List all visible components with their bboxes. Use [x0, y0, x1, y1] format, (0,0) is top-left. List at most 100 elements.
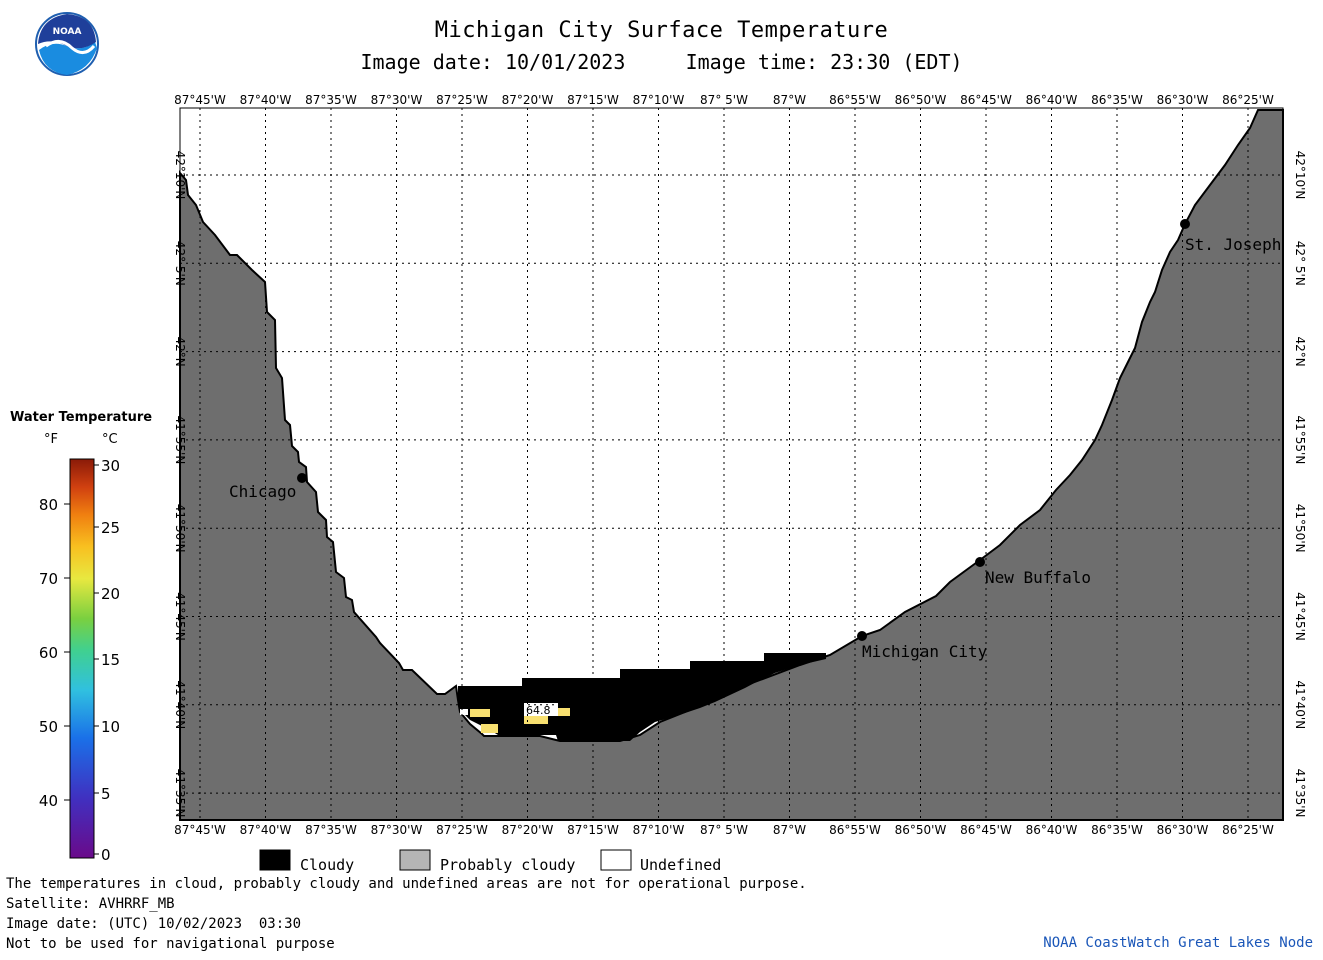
noaa-logo-icon: NOAA	[35, 12, 99, 76]
lon-tick-label: 86°45'W	[960, 823, 1012, 837]
lon-tick-label: 87°25'W	[436, 823, 488, 837]
lon-tick-label: 86°45'W	[960, 93, 1012, 107]
temp-pixel	[470, 709, 490, 717]
temperature-legend: Water Temperature °F °C 80 70 60 50 40 30 25 2…	[10, 410, 152, 864]
probably-cloudy-swatch	[399, 849, 431, 871]
lon-tick-label: 87°40'W	[240, 93, 292, 107]
probably-cloudy-label: Probably cloudy	[440, 856, 575, 874]
lat-tick-label: 42°N	[1293, 336, 1307, 366]
lon-tick-label: 87° 5'W	[700, 823, 748, 837]
logo-text: NOAA	[53, 27, 82, 37]
temp-pixel	[524, 716, 548, 724]
map-border	[179, 107, 1284, 821]
lon-tick-label: 87°10'W	[633, 93, 685, 107]
legend-c-tick: 0	[101, 846, 111, 864]
legend-f-tick: 50	[39, 718, 58, 736]
temp-label-bg	[524, 703, 558, 716]
cloudy-swatch	[259, 849, 291, 871]
temp-pixel	[556, 708, 570, 716]
lat-tick-label: 42° 5'N	[173, 241, 187, 286]
lon-labels-bottom: 87°45'W 87°40'W 87°35'W 87°30'W 87°25'W 87°20…	[174, 823, 1274, 837]
temp-reading: 64.8	[526, 704, 551, 717]
lat-tick-label: 42° 5'N	[1293, 241, 1307, 286]
lon-tick-label: 86°35'W	[1091, 823, 1143, 837]
temp-pixel	[481, 724, 498, 733]
lon-labels-top: 87°45'W 87°40'W 87°35'W 87°30'W 87°25'W 87°20…	[174, 93, 1274, 107]
lat-tick-label: 41°45'N	[1293, 592, 1307, 641]
lon-tick-label: 86°50'W	[895, 823, 947, 837]
city-chicago: Chicago	[229, 473, 307, 501]
legend-c-tick: 25	[101, 519, 120, 537]
lat-tick-label: 41°45'N	[173, 592, 187, 641]
lat-tick-label: 41°50'N	[1293, 504, 1307, 553]
city-st-joseph: St. Joseph	[1180, 219, 1281, 254]
lon-tick-label: 87°10'W	[633, 823, 685, 837]
grid-lines	[180, 108, 1283, 820]
lon-tick-label: 86°50'W	[895, 93, 947, 107]
lat-tick-label: 41°50'N	[173, 504, 187, 553]
page-title: Michigan City Surface Temperature	[434, 18, 889, 43]
footer-satellite: Satellite: AVHRRF_MB	[6, 896, 175, 912]
cloud-key: Cloudy Probably cloudy Undefined	[259, 849, 721, 874]
legend-title: Water Temperature	[10, 410, 152, 425]
lon-tick-label: 87°35'W	[305, 823, 357, 837]
unit-celsius: °C	[102, 432, 118, 447]
lon-tick-label: 86°30'W	[1157, 93, 1209, 107]
legend-f-tick: 80	[39, 496, 58, 514]
legend-c-tick: 15	[101, 651, 120, 669]
lon-tick-label: 87° 5'W	[700, 93, 748, 107]
lon-tick-label: 86°55'W	[829, 823, 881, 837]
lon-tick-label: 87°30'W	[371, 823, 423, 837]
credit-link[interactable]: NOAA CoastWatch Great Lakes Node	[1043, 935, 1313, 951]
lon-tick-label: 86°40'W	[1026, 823, 1078, 837]
legend-c-tick: 20	[101, 585, 120, 603]
lat-labels-left: 42°10'N 42° 5'N 42°N 41°55'N 41°50'N 41°45'N 4…	[173, 151, 187, 818]
legend-f-tick: 60	[39, 644, 58, 662]
lon-tick-label: 87°30'W	[371, 93, 423, 107]
lon-tick-label: 87°15'W	[567, 93, 619, 107]
lat-tick-label: 42°10'N	[1293, 151, 1307, 200]
lat-tick-label: 41°35'N	[173, 769, 187, 818]
lon-tick-label: 87°40'W	[240, 823, 292, 837]
lat-tick-label: 41°35'N	[1293, 769, 1307, 818]
lat-labels-right: 42°10'N 42° 5'N 42°N 41°55'N 41°50'N 41°45'N 4…	[1293, 151, 1307, 818]
lat-tick-label: 41°40'N	[1293, 680, 1307, 729]
lon-tick-label: 87°W	[773, 823, 806, 837]
lon-tick-label: 87°20'W	[502, 93, 554, 107]
map-area: 64.8	[179, 107, 1284, 821]
unit-fahrenheit: °F	[44, 432, 58, 447]
legend-c-tick: 30	[101, 457, 120, 475]
lon-tick-label: 86°25'W	[1222, 93, 1274, 107]
lon-tick-label: 86°30'W	[1157, 823, 1209, 837]
lon-tick-label: 87°15'W	[567, 823, 619, 837]
footer-image-date: Image date: (UTC) 10/02/2023 03:30	[6, 916, 302, 932]
lon-tick-label: 86°35'W	[1091, 93, 1143, 107]
undefined-swatch	[600, 849, 632, 871]
image-datetime: Image date: 10/01/2023 Image time: 23:30…	[360, 50, 963, 74]
lon-tick-label: 87°20'W	[502, 823, 554, 837]
city-label: Michigan City	[862, 642, 988, 661]
lon-tick-label: 87°35'W	[305, 93, 357, 107]
city-label: New Buffalo	[985, 568, 1091, 587]
footer-disclaimer: The temperatures in cloud, probably clou…	[6, 876, 807, 892]
city-new-buffalo: New Buffalo	[975, 557, 1091, 587]
undefined-label: Undefined	[640, 856, 721, 874]
lat-tick-label: 41°40'N	[173, 680, 187, 729]
lat-tick-label: 41°55'N	[1293, 415, 1307, 464]
city-label: St. Joseph	[1185, 235, 1281, 254]
lon-tick-label: 87°W	[773, 93, 806, 107]
lon-tick-label: 87°25'W	[436, 93, 488, 107]
legend-f-tick: 70	[39, 570, 58, 588]
temp-pixel	[460, 709, 468, 715]
lon-tick-label: 86°25'W	[1222, 823, 1274, 837]
lon-tick-label: 87°45'W	[174, 823, 226, 837]
city-label: Chicago	[229, 482, 296, 501]
cloud-region	[458, 653, 826, 741]
lon-tick-label: 87°45'W	[174, 93, 226, 107]
lat-tick-label: 41°55'N	[173, 415, 187, 464]
footer-navigation-note: Not to be used for navigational purpose	[6, 936, 335, 952]
legend-f-tick: 40	[39, 792, 58, 810]
lat-tick-label: 42°10'N	[173, 151, 187, 200]
lon-tick-label: 86°40'W	[1026, 93, 1078, 107]
